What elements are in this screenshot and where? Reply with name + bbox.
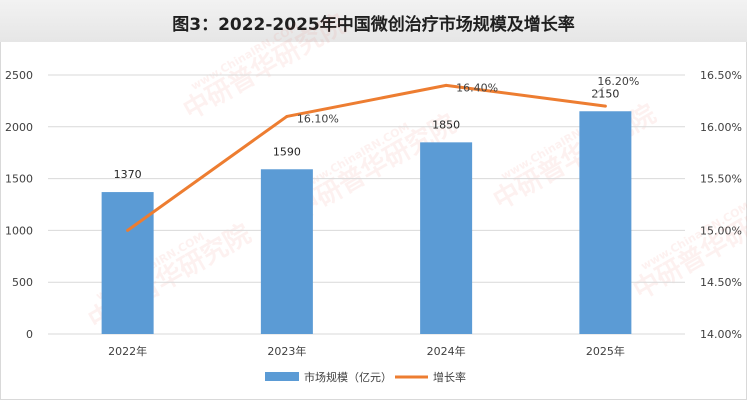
y-right-tick-label: 14.50% xyxy=(700,276,742,289)
y-left-tick-label: 0 xyxy=(26,328,33,341)
bar-2023年 xyxy=(260,169,313,334)
growth-rate-line xyxy=(126,83,606,232)
watermark-text: 中研普华研究院 xyxy=(488,98,661,216)
bar-value-label: 1850 xyxy=(432,118,460,131)
bar-value-label: 1370 xyxy=(114,168,142,181)
x-tick-label: 2024年 xyxy=(427,344,466,358)
growth-rate-label: 16.20% xyxy=(597,75,639,88)
legend-bar-label: 市场规模（亿元） xyxy=(304,370,392,384)
growth-rate-label: 16.40% xyxy=(456,81,498,94)
bar-2025年 xyxy=(579,111,632,334)
legend-line-label: 增长率 xyxy=(433,370,466,384)
x-tick-label: 2025年 xyxy=(586,344,625,358)
y-right-tick-label: 15.00% xyxy=(700,224,742,237)
legend-bar-swatch xyxy=(265,372,299,381)
y-right-tick-label: 16.50% xyxy=(700,69,742,82)
growth-rate-point xyxy=(126,228,130,232)
y-right-tick-label: 15.50% xyxy=(700,173,742,186)
y-left-tick-label: 1500 xyxy=(5,173,33,186)
title-bar xyxy=(0,0,747,42)
growth-rate-point xyxy=(444,83,448,87)
x-tick-label: 2022年 xyxy=(108,344,147,358)
y-left-tick-label: 2000 xyxy=(5,121,33,134)
y-left-tick-label: 1000 xyxy=(5,224,33,237)
y-right-tick-label: 16.00% xyxy=(700,121,742,134)
growth-rate-point xyxy=(603,104,607,108)
growth-rate-point xyxy=(285,114,289,118)
label-leader-line xyxy=(593,86,604,97)
chart-title: 图3：2022-2025年中国微创治疗市场规模及增长率 xyxy=(172,15,575,35)
bar-2024年 xyxy=(420,142,473,334)
bar-value-label: 2150 xyxy=(591,87,619,100)
y-left-tick-label: 2500 xyxy=(5,69,33,82)
bar-2022年 xyxy=(101,192,154,334)
y-right-tick-label: 14.00% xyxy=(700,328,742,341)
y-left-tick-label: 500 xyxy=(12,276,33,289)
bar-value-label: 1590 xyxy=(273,145,301,158)
x-tick-label: 2023年 xyxy=(267,344,306,358)
growth-rate-label: 16.10% xyxy=(297,112,339,125)
